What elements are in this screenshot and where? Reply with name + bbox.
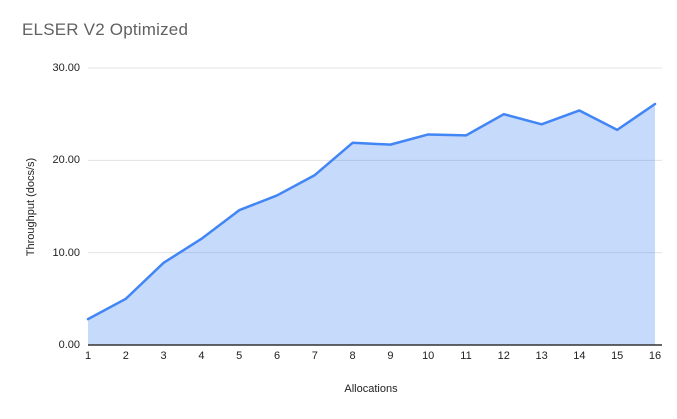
y-tick-label: 10.00 xyxy=(52,246,80,259)
x-tick-label: 9 xyxy=(387,350,394,362)
x-tick-label: 15 xyxy=(611,350,624,362)
x-tick-label: 3 xyxy=(160,350,167,362)
x-tick-label: 14 xyxy=(573,350,586,362)
x-tick-label: 12 xyxy=(497,350,510,362)
x-tick-label: 7 xyxy=(311,350,318,362)
x-tick-label: 1 xyxy=(84,350,92,362)
x-tick-label: 5 xyxy=(236,350,243,362)
x-tick-label: 16 xyxy=(648,350,662,362)
x-tick-label: 4 xyxy=(198,350,205,362)
x-tick-label: 13 xyxy=(535,350,548,362)
x-tick-label: 11 xyxy=(460,350,472,362)
y-tick-label: 0.00 xyxy=(58,339,80,351)
x-tick-label: 6 xyxy=(273,350,281,362)
area-fill xyxy=(88,104,655,345)
x-axis-title: Allocations xyxy=(344,383,398,395)
chart-title: ELSER V2 Optimized xyxy=(22,20,189,39)
x-tick-label: 10 xyxy=(422,350,435,362)
y-tick-label: 20.00 xyxy=(52,154,80,167)
x-tick-label: 8 xyxy=(349,350,356,362)
series-line xyxy=(86,102,657,321)
y-tick-label: 30.00 xyxy=(52,62,80,74)
x-tick-label: 2 xyxy=(122,350,129,362)
